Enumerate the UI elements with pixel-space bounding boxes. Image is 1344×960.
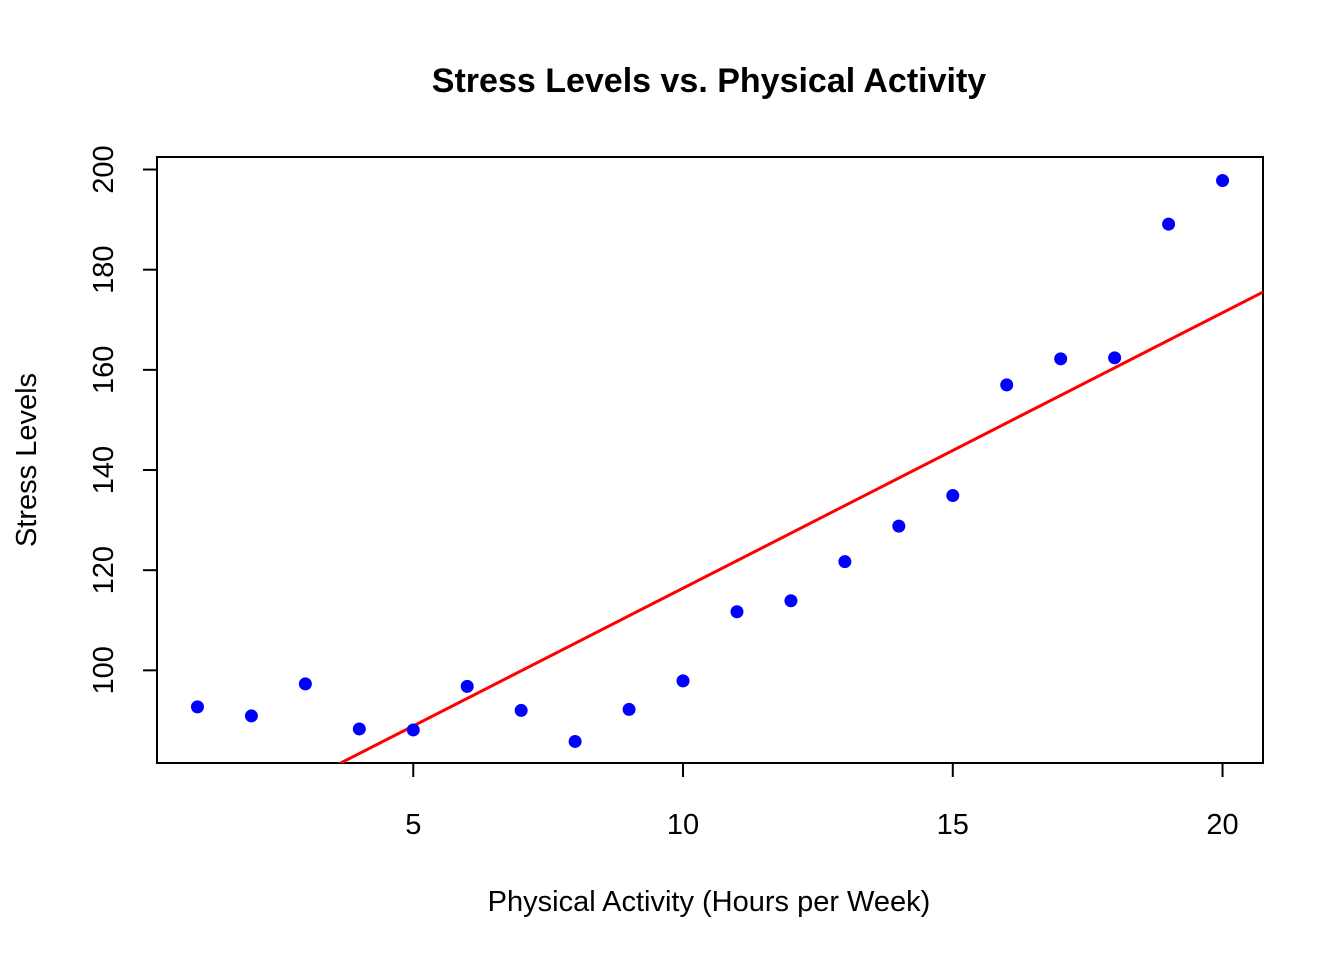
data-point [460, 679, 474, 693]
y-tick-label: 180 [88, 245, 120, 293]
y-axis-label: Stress Levels [11, 373, 43, 547]
data-point [892, 519, 906, 533]
y-axis: 100 120 140 160 180 200 [88, 145, 157, 695]
x-axis: 5 10 15 20 [405, 763, 1239, 841]
data-point [1108, 351, 1122, 365]
y-tick-label: 100 [88, 646, 120, 694]
regression-line [337, 290, 1263, 763]
data-point [946, 489, 960, 503]
data-point [1162, 217, 1176, 231]
data-point [730, 605, 744, 619]
y-tick-label: 160 [88, 346, 120, 394]
plot-frame [156, 156, 1264, 764]
data-point [244, 709, 258, 723]
y-tick-label: 200 [88, 145, 120, 193]
data-point [190, 700, 204, 714]
x-tick-label: 10 [667, 809, 699, 841]
data-point [838, 555, 852, 569]
data-point [676, 674, 690, 688]
plot-area [190, 174, 1263, 763]
chart-title: Stress Levels vs. Physical Activity [432, 62, 986, 100]
x-tick-label: 5 [405, 809, 421, 841]
data-point [1054, 352, 1068, 366]
x-tick-label: 20 [1206, 809, 1238, 841]
data-point [406, 723, 420, 737]
data-point [1216, 174, 1230, 188]
x-tick-label: 15 [937, 809, 969, 841]
data-point [298, 677, 312, 691]
data-point [784, 594, 798, 608]
data-point [352, 722, 366, 736]
y-tick-label: 140 [88, 446, 120, 494]
data-point [1000, 378, 1014, 392]
data-point [622, 702, 636, 716]
data-point [568, 734, 582, 748]
data-point [514, 703, 528, 717]
x-axis-label: Physical Activity (Hours per Week) [488, 886, 931, 918]
y-tick-label: 120 [88, 546, 120, 594]
